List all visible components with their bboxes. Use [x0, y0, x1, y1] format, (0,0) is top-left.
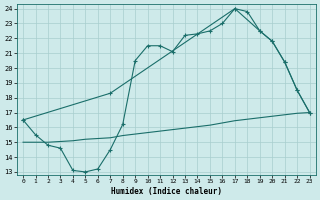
- X-axis label: Humidex (Indice chaleur): Humidex (Indice chaleur): [111, 187, 222, 196]
